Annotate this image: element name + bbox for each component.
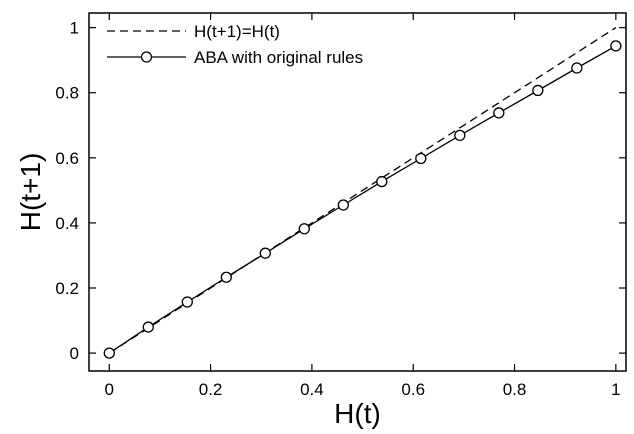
y-axis-title: H(t+1) (15, 153, 46, 232)
y-tick-label: 0.6 (55, 149, 79, 168)
aba-data-point (415, 152, 427, 165)
aba-data-point (103, 347, 115, 359)
aba-data-point (532, 84, 544, 97)
identity-dashed-line (108, 27, 617, 354)
aba-data-point (259, 247, 271, 259)
aba-data-point (337, 199, 349, 211)
x-tick-label: 1 (611, 380, 620, 399)
aba-data-point (220, 271, 232, 283)
aba-data-point (610, 40, 622, 52)
legend: H(t+1)=H(t) ABA with original rules (107, 22, 363, 67)
tick-labels: 0 0.2 0.4 0.6 0.8 1 0 0.2 0.4 0.6 0.8 1 (55, 19, 620, 399)
x-tick-label: 0.2 (199, 380, 223, 399)
y-tick-label: 0.8 (55, 84, 79, 103)
aba-data-point (376, 175, 388, 188)
aba-data-point (298, 223, 310, 235)
y-tick-label: 0.4 (55, 214, 79, 233)
y-tick-label: 1 (70, 19, 79, 38)
x-axis-title: H(t) (334, 398, 381, 429)
y-tick-label: 0.2 (55, 279, 79, 298)
aba-data-point (571, 62, 583, 74)
aba-data-point (493, 107, 505, 119)
aba-data-point (454, 129, 466, 142)
legend-circle-marker (140, 51, 153, 63)
aba-data-point (142, 321, 154, 333)
tick-marks (89, 13, 626, 371)
x-tick-label: 0.6 (401, 380, 425, 399)
aba-data-point (181, 296, 193, 308)
x-tick-label: 0 (105, 380, 114, 399)
aba-series-line (108, 45, 617, 354)
legend-label-aba: ABA with original rules (194, 48, 363, 67)
plot-area-frame (88, 12, 627, 372)
y-tick-label: 0 (70, 344, 79, 363)
legend-label-identity: H(t+1)=H(t) (194, 22, 280, 41)
x-tick-label: 0.8 (503, 380, 527, 399)
x-tick-label: 0.4 (300, 380, 324, 399)
series-layer (103, 27, 622, 359)
